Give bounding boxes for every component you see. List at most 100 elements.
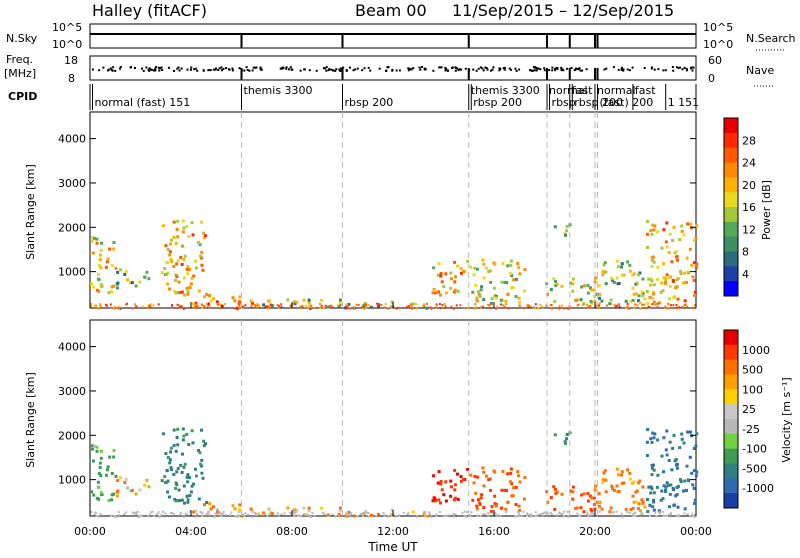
data-cell <box>168 461 172 465</box>
freq-dot <box>395 69 398 72</box>
data-cell <box>429 306 432 309</box>
data-cell <box>115 286 119 290</box>
data-cell <box>439 274 443 278</box>
cpid-segment-label: normal <box>597 84 636 97</box>
data-cell <box>494 296 498 300</box>
data-cell <box>440 488 444 492</box>
data-cell <box>280 303 283 306</box>
data-cell <box>668 440 672 444</box>
data-cell <box>679 270 682 274</box>
data-cell <box>660 281 664 285</box>
freq-dot <box>562 69 565 72</box>
data-cell <box>652 436 656 440</box>
data-cell <box>676 505 680 509</box>
data-cell <box>147 307 150 310</box>
data-cell <box>169 450 172 454</box>
colorbar-swatch <box>724 251 738 267</box>
data-cell <box>163 475 167 479</box>
data-cell <box>233 507 237 511</box>
freq-dot <box>650 67 653 70</box>
freq-dot <box>543 67 546 70</box>
data-cell <box>99 303 102 306</box>
data-cell <box>575 506 579 510</box>
data-cell <box>518 300 522 304</box>
data-cell <box>179 463 183 467</box>
data-cell <box>320 304 323 307</box>
freq-dot <box>551 69 554 72</box>
data-cell <box>267 299 271 303</box>
data-cell <box>635 489 639 493</box>
data-cell <box>433 497 437 501</box>
data-cell <box>184 512 187 515</box>
data-cell <box>147 277 151 281</box>
data-cell <box>172 236 176 239</box>
data-cell <box>344 306 348 310</box>
freq-dot <box>529 69 532 72</box>
data-cell <box>489 488 493 492</box>
data-cell <box>488 269 492 273</box>
cpid-label: CPID <box>8 90 37 103</box>
data-cell <box>203 503 206 507</box>
data-cell <box>483 513 486 516</box>
data-cell <box>306 514 309 516</box>
freq-dot <box>555 66 558 69</box>
data-cell <box>267 306 270 309</box>
data-cell <box>152 304 155 307</box>
data-cell <box>424 515 426 518</box>
data-cell <box>664 240 668 244</box>
data-cell <box>205 293 209 296</box>
data-cell <box>682 441 686 445</box>
data-cell <box>256 513 259 516</box>
velocity-scatter <box>90 427 699 518</box>
data-cell <box>512 486 516 490</box>
data-cell <box>556 514 558 517</box>
freq-dot <box>577 68 580 71</box>
freq-dot <box>231 69 234 72</box>
data-cell <box>490 303 493 306</box>
data-cell <box>518 508 522 512</box>
freq-dot <box>190 66 193 69</box>
freq-dot <box>454 67 457 70</box>
data-cell <box>644 307 647 309</box>
data-cell <box>588 494 592 498</box>
data-cell <box>546 292 550 296</box>
freq-tick-bottom: 8 <box>68 72 75 85</box>
data-cell <box>463 307 466 309</box>
data-cell <box>104 265 108 269</box>
data-cell <box>526 514 529 517</box>
data-cell <box>116 270 120 274</box>
data-cell <box>615 510 618 513</box>
data-cell <box>495 307 497 310</box>
data-cell <box>398 514 401 517</box>
data-cell <box>231 504 235 508</box>
data-cell <box>664 448 668 452</box>
data-cell <box>453 515 455 518</box>
freq-dot <box>325 69 328 72</box>
data-cell <box>182 434 186 438</box>
data-cell <box>349 307 352 310</box>
data-cell <box>375 515 378 518</box>
data-cell <box>187 235 191 238</box>
data-cell <box>624 507 628 511</box>
data-cell <box>169 238 173 242</box>
colorbar-tick-label: 100 <box>742 383 763 396</box>
freq-dot <box>176 67 179 70</box>
data-cell <box>675 486 679 490</box>
data-cell <box>608 302 612 306</box>
data-cell <box>326 305 330 309</box>
freq-dot <box>503 68 506 71</box>
data-cell <box>410 305 413 308</box>
data-cell <box>533 306 535 309</box>
data-cell <box>610 303 613 305</box>
data-cell <box>293 514 296 517</box>
data-cell <box>545 304 548 307</box>
data-cell <box>657 301 661 305</box>
data-cell <box>683 479 687 483</box>
cpid-segment-label: themis 3300 <box>471 84 540 97</box>
data-cell <box>91 447 94 451</box>
data-cell <box>98 461 102 465</box>
data-cell <box>603 469 607 473</box>
colorbar-swatch <box>724 330 738 346</box>
freq-dot <box>508 67 511 70</box>
data-cell <box>691 275 695 279</box>
